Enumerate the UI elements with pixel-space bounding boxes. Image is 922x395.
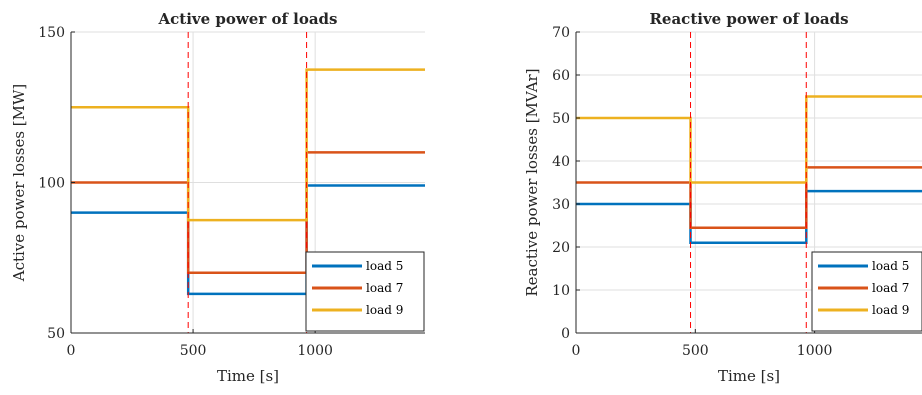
series-line-load-5 bbox=[576, 189, 922, 244]
legend-label: load 9 bbox=[872, 303, 909, 317]
legend-label: load 7 bbox=[872, 281, 909, 295]
series-line-load-7 bbox=[71, 151, 425, 275]
legend-label: load 5 bbox=[872, 259, 909, 273]
series-line-load-7 bbox=[576, 166, 922, 229]
legend-box bbox=[305, 251, 425, 332]
x-tick-label: 0 bbox=[67, 343, 76, 359]
chart-panel-2: 0 500 1000 0 10 20 30 40 50 60 70 Reactive power of… bbox=[523, 10, 922, 385]
chart-title: Reactive power of loads bbox=[649, 10, 848, 28]
y-tick-label: 70 bbox=[552, 25, 570, 41]
y-axis-label: Active power losses [MW] bbox=[10, 84, 28, 283]
legend-label: load 9 bbox=[366, 303, 403, 317]
y-axis-label: Reactive power losses [MVAr] bbox=[523, 68, 541, 296]
series-line-load-5 bbox=[71, 184, 425, 296]
y-tick-label: 60 bbox=[552, 68, 570, 84]
y-tick-label: 20 bbox=[552, 240, 570, 256]
y-tick-label: 40 bbox=[552, 154, 570, 170]
y-tick-label: 0 bbox=[561, 326, 570, 342]
y-tick-label: 150 bbox=[38, 25, 65, 41]
chart-panel-1: 0 500 1000 50 100 150 Active power of loads Tim… bbox=[10, 10, 425, 385]
legend-label: load 5 bbox=[366, 259, 403, 273]
x-tick-label: 0 bbox=[572, 343, 581, 359]
legend-label: load 7 bbox=[366, 281, 403, 295]
series-line-load-9 bbox=[576, 95, 922, 184]
y-tick-label: 50 bbox=[47, 326, 65, 342]
x-tick-label: 1000 bbox=[797, 343, 833, 359]
legend: load 5 load 7 load 9 bbox=[305, 251, 425, 332]
x-tick-label: 1000 bbox=[297, 343, 333, 359]
x-tick-label: 500 bbox=[180, 343, 207, 359]
x-axis-label: Time [s] bbox=[718, 367, 780, 385]
y-tick-label: 50 bbox=[552, 111, 570, 127]
y-tick-label: 100 bbox=[38, 176, 65, 192]
x-tick-label: 500 bbox=[682, 343, 709, 359]
series-line-load-9 bbox=[71, 68, 425, 222]
x-axis-label: Time [s] bbox=[217, 367, 279, 385]
y-tick-label: 30 bbox=[552, 197, 570, 213]
legend: load 5 load 7 load 9 bbox=[811, 251, 922, 332]
chart-title: Active power of loads bbox=[158, 10, 338, 28]
y-tick-label: 10 bbox=[552, 283, 570, 299]
